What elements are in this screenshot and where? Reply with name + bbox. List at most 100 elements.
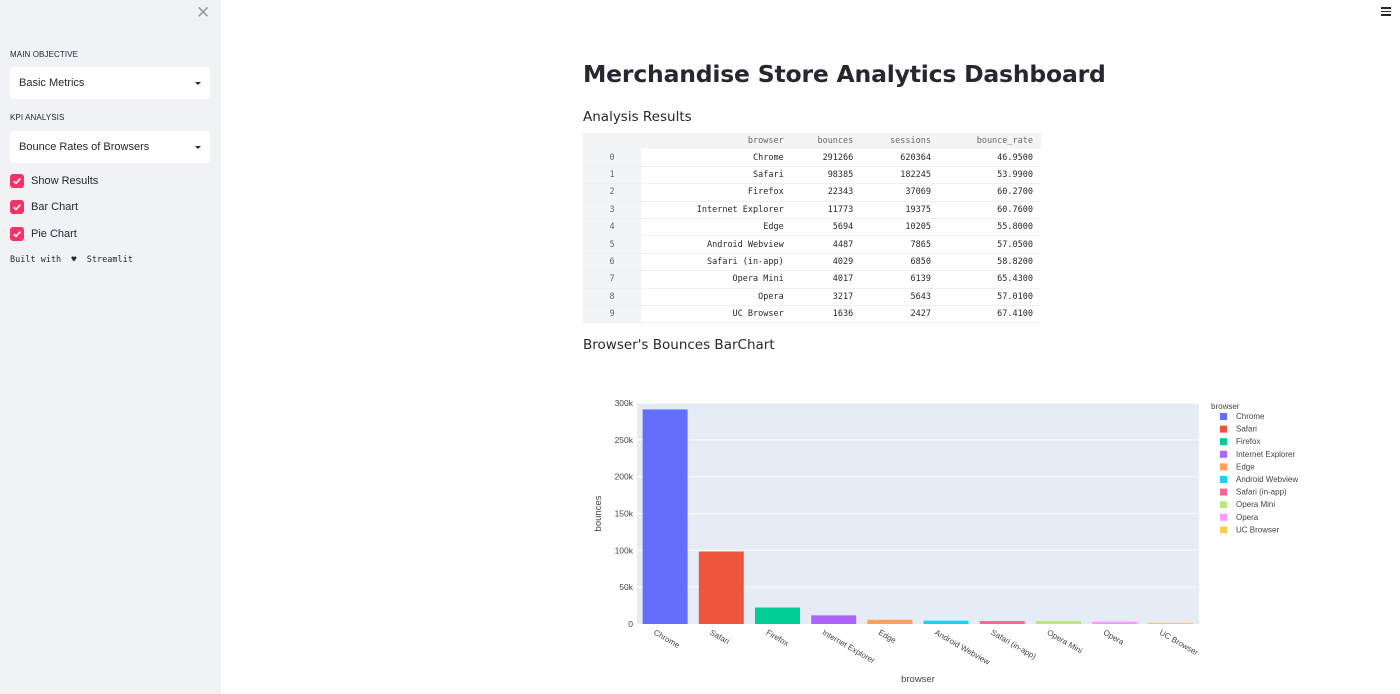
table-row: 2 Firefox 22343 37069 60.2700 [583,183,1041,202]
row-index: 9 [583,305,641,323]
main-objective-label: MAIN OBJECTIVE [10,50,79,59]
legend-swatch [1220,513,1227,521]
row-index: 1 [583,166,641,184]
y-axis-title: bounces [593,495,604,531]
table-cell: 4029 [832,256,854,267]
show-results-label: Show Results [31,175,99,187]
x-tick-label: Opera [1102,628,1126,647]
table-cell: 37069 [905,187,931,198]
row-index: 2 [583,183,641,202]
x-tick-label: Edge [877,628,898,645]
legend-item: Chrome [1236,412,1265,421]
kpi-analysis-select[interactable]: Bounce Rates of Browsers [10,131,210,163]
table-row: 4 Edge 5694 10205 55.8000 [583,218,1041,236]
legend-swatch [1220,450,1227,458]
bar-2 [755,607,800,624]
table-cell: 1636 [832,309,854,320]
table-cell: Edge [763,222,784,233]
legend-item: Internet Explorer [1236,450,1295,459]
x-tick-label: Opera Mini [1046,628,1085,655]
table-cell: 19375 [905,204,931,215]
legend-item: Firefox [1236,437,1260,446]
table-cell: 5643 [910,291,931,302]
table-cell: 57.0500 [997,239,1033,250]
checkbox-checked-icon[interactable] [10,227,24,241]
hamburger-menu-icon[interactable] [1381,7,1391,16]
table-cell: 6139 [910,274,931,285]
bar-chart-heading: Browser's Bounces BarChart [583,337,775,353]
x-axis-title: browser [901,674,935,685]
table-cell: 46.9500 [997,152,1033,163]
row-index: 8 [583,288,641,306]
legend-swatch [1220,488,1227,496]
column-header: bounces [791,133,862,150]
table-cell: Internet Explorer [696,204,784,215]
table-cell: 5694 [832,222,854,233]
bar-chart-checkbox[interactable]: Bar Chart [10,200,78,214]
bar-3 [811,615,857,624]
bounces-bar-chart: 0 50k 100k 150k 200k 250k 300k Chrome Safari Fire… [593,398,1298,685]
pie-chart-label: Pie Chart [31,228,77,240]
legend-swatch [1220,413,1227,420]
table-cell: Android Webview [706,239,784,250]
table-row: 0 Chrome 291266 620364 46.9500 [583,149,1041,167]
table-row: 7 Opera Mini 4017 6139 65.4300 [583,270,1041,289]
legend-swatch [1220,425,1227,433]
table-cell: 3217 [832,291,854,302]
main-objective-value: Basic Metrics [19,77,85,89]
table-row: 8 Opera 3217 5643 57.0100 [583,288,1041,306]
x-tick-label: UC Browser [1158,628,1200,658]
legend-item: Safari (in-app) [1236,488,1287,497]
bar-chart-label: Bar Chart [31,201,79,213]
bar-6 [979,621,1025,624]
table-cell: 67.4100 [997,309,1033,320]
bar-9 [1148,622,1194,624]
checkbox-checked-icon[interactable] [10,174,24,188]
legend-swatch [1220,476,1227,483]
table-cell: 22343 [827,187,854,198]
column-header: sessions [861,133,939,150]
x-tick-label: Chrome [652,628,682,650]
table-row: 1 Safari 98385 182245 53.9900 [583,166,1041,184]
row-index: 3 [583,201,641,219]
x-tick-label: Safari (in-app) [989,628,1038,661]
y-tick-label: 0 [628,619,633,629]
column-header: browser [641,133,792,150]
table-cell: Opera Mini [732,274,784,285]
table-cell: 11773 [827,204,854,215]
pie-chart-checkbox[interactable]: Pie Chart [10,227,77,241]
table-cell: 6850 [910,256,931,267]
table-cell: 182245 [900,169,931,180]
results-table: browser bounces sessions bounce_rate 0 Ch… [583,133,1041,323]
legend-swatch [1220,438,1227,446]
table-cell: Firefox [747,187,784,198]
row-index: 7 [583,270,641,289]
sidebar: ✕ MAIN OBJECTIVE Basic Metrics KPI ANALY… [0,0,221,694]
table-row: 9 UC Browser 1636 2427 67.4100 [583,305,1041,323]
row-index: 0 [583,149,641,167]
table-cell: 98385 [827,169,854,180]
legend-item: Opera [1236,513,1259,522]
table-cell: 620364 [900,152,931,163]
y-tick-label: 200k [615,472,634,482]
close-sidebar-icon[interactable]: ✕ [196,3,211,23]
legend-swatch [1220,463,1227,471]
table-cell: Chrome [753,152,784,163]
x-tick-label: Android Webview [933,628,991,667]
table-cell: 4017 [832,274,854,285]
legend-swatch [1220,501,1227,509]
show-results-checkbox[interactable]: Show Results [10,174,98,188]
legend-item: Opera Mini [1236,500,1275,509]
y-tick-label: 100k [615,545,634,555]
row-index: 6 [583,253,641,271]
analysis-results-heading: Analysis Results [583,109,692,125]
kpi-analysis-value: Bounce Rates of Browsers [19,141,150,153]
checkbox-checked-icon[interactable] [10,200,24,214]
main-objective-select[interactable]: Basic Metrics [10,67,210,99]
legend-item: Edge [1236,462,1255,471]
page-title: Merchandise Store Analytics Dashboard [583,60,1106,88]
table-cell: 10205 [905,222,931,233]
legend-swatch [1220,526,1227,534]
legend-item: UC Browser [1236,525,1279,534]
bar-7 [1036,621,1081,624]
